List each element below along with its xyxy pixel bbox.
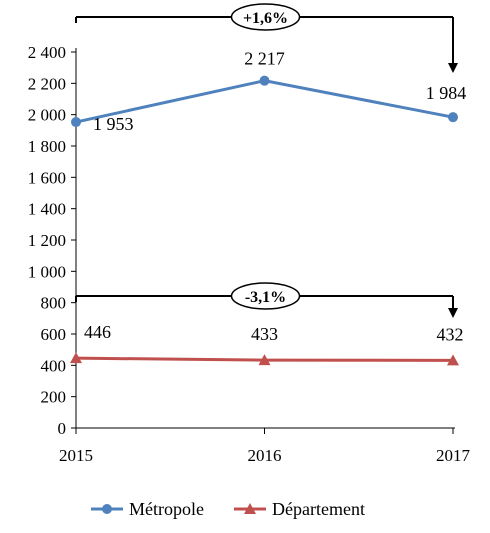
data-label: 2 217 xyxy=(244,49,285,69)
change-label: -3,1% xyxy=(245,289,286,306)
legend-label: Métropole xyxy=(129,499,204,519)
data-point xyxy=(70,352,82,364)
legend-label: Département xyxy=(272,499,365,519)
data-label: 433 xyxy=(251,324,278,344)
y-tick-label: 1 400 xyxy=(28,200,66,219)
y-tick-label: 2 400 xyxy=(28,43,66,62)
data-point xyxy=(71,117,81,128)
data-point xyxy=(259,75,270,86)
y-tick-label: 2 200 xyxy=(28,74,66,93)
x-tick-label: 2015 xyxy=(59,446,93,465)
y-axis-ticks: 0 200 400 600 800 1 000 1 200 1 400 1 600 1 800 2 … xyxy=(28,43,76,438)
data-label: 432 xyxy=(437,324,464,344)
arrow-head xyxy=(448,308,458,318)
series-2: 446 433 432 xyxy=(70,322,464,366)
series-1: 1 953 2 217 1 984 xyxy=(71,49,466,134)
legend-marker xyxy=(102,504,112,514)
y-tick-label: 1 000 xyxy=(28,262,66,281)
change-bubble xyxy=(230,282,301,310)
data-label: 1 984 xyxy=(426,83,467,103)
data-label: 446 xyxy=(84,322,111,342)
x-tick-label: 2016 xyxy=(248,446,282,465)
change-annotation: +1,6% xyxy=(75,3,458,73)
y-tick-label: 1 600 xyxy=(28,168,66,187)
data-point xyxy=(448,112,458,123)
data-point xyxy=(447,354,459,366)
axes xyxy=(75,48,455,429)
x-axis-ticks: 2015 2016 2017 xyxy=(59,428,471,465)
data-point xyxy=(258,354,271,366)
y-tick-label: 400 xyxy=(41,356,67,375)
arrow-head xyxy=(448,63,458,73)
y-tick-label: 1 800 xyxy=(28,137,66,156)
x-tick-label: 2017 xyxy=(436,446,471,465)
y-tick-label: 600 xyxy=(41,325,67,344)
y-tick-label: 0 xyxy=(58,419,67,438)
y-tick-label: 200 xyxy=(41,388,67,407)
y-tick-label: 2 000 xyxy=(28,106,66,125)
change-label: +1,6% xyxy=(243,10,288,27)
change-annotation: -3,1% xyxy=(75,282,458,318)
legend-marker xyxy=(244,503,256,514)
y-tick-label: 1 200 xyxy=(28,231,66,250)
y-tick-label: 800 xyxy=(41,294,67,313)
legend: Métropole Département xyxy=(91,499,365,519)
legend-item: Métropole xyxy=(91,499,204,519)
series-layer: 1 953 2 217 1 984 446 433 432 xyxy=(70,49,466,366)
legend-item: Département xyxy=(234,499,365,519)
change-annotations: +1,6% -3,1% xyxy=(75,3,458,318)
data-label: 1 953 xyxy=(93,114,134,134)
change-bubble xyxy=(230,3,301,31)
